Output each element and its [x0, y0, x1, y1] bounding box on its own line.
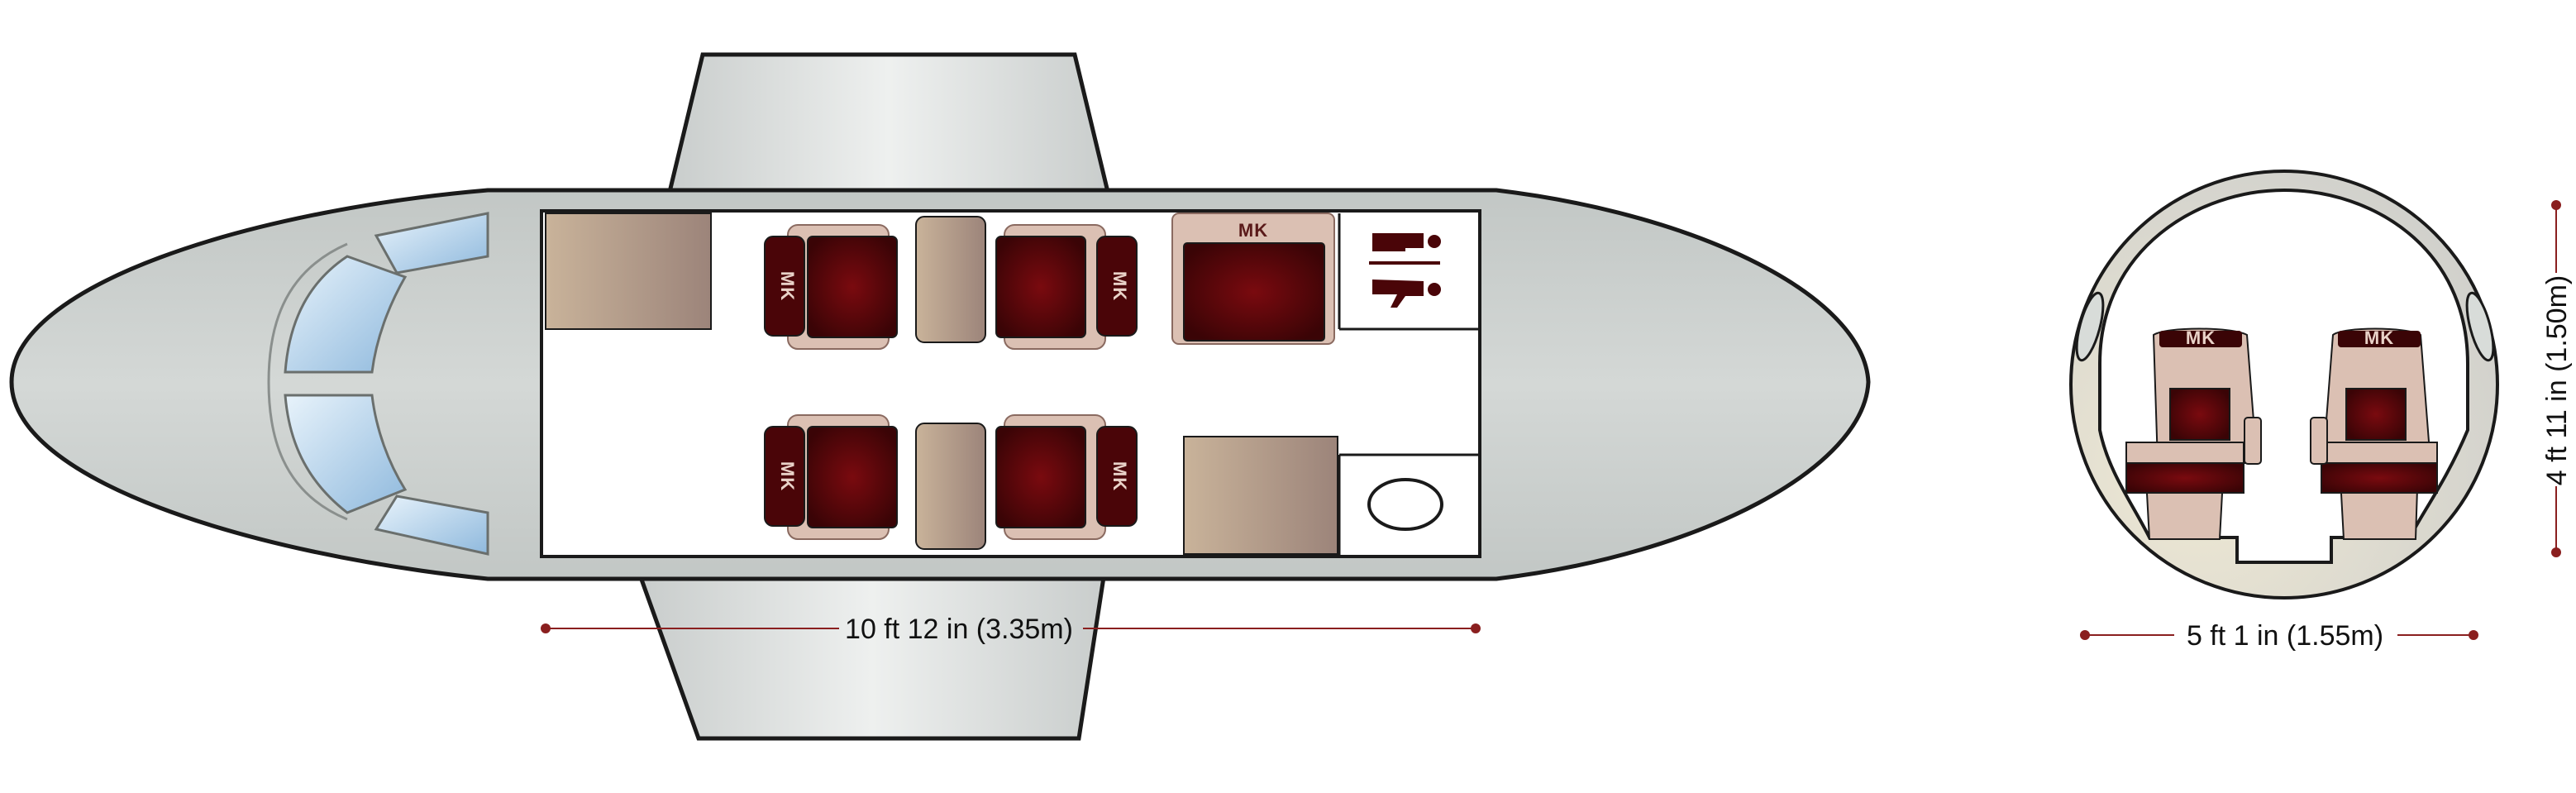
lavatory — [1338, 213, 1478, 331]
svg-text:MK: MK — [1109, 271, 1130, 301]
window-icon — [374, 494, 489, 556]
upper-wing — [666, 52, 1111, 194]
seat-icon: MK — [764, 224, 898, 350]
window-icon — [2075, 291, 2105, 362]
seat-icon: MK — [995, 224, 1138, 350]
cabin-length-dimension: 10 ft 12 in (3.35m) — [541, 614, 1481, 645]
aircraft-top-view: MK MK MK — [9, 52, 1871, 741]
cabin-length-label: 10 ft 12 in (3.35m) — [845, 614, 1073, 645]
seat-icon: MK — [995, 414, 1138, 540]
seat-icon: MK — [2310, 327, 2438, 540]
svg-text:MK: MK — [777, 271, 798, 301]
cabinet — [545, 213, 712, 330]
cabinet — [1183, 436, 1338, 555]
divan-seat-icon: MK — [1171, 213, 1335, 345]
seat-icon: MK — [764, 414, 898, 540]
window-icon — [374, 212, 489, 275]
cabin-width-label: 5 ft 1 in (1.55m) — [2187, 620, 2383, 652]
svg-text:MK: MK — [2364, 327, 2394, 348]
cabin-height-dimension: 4 ft 11 in (1.50m) — [2541, 200, 2573, 557]
table-icon — [915, 423, 986, 550]
table-icon — [915, 216, 986, 343]
svg-text:MK: MK — [1109, 461, 1130, 491]
window-icon — [2465, 291, 2495, 362]
svg-text:MK: MK — [2186, 327, 2216, 348]
cockpit-windows — [284, 212, 489, 556]
fuselage-cross-section: MK MK — [2069, 170, 2499, 600]
seat-icon: MK — [2125, 327, 2262, 540]
window-icon — [284, 255, 408, 374]
cabin-width-dimension: 5 ft 1 in (1.55m) — [2080, 620, 2478, 652]
lower-wing — [637, 575, 1106, 741]
svg-text:MK: MK — [777, 461, 798, 491]
cockpit-frame — [267, 242, 348, 521]
sink-compartment — [1338, 453, 1478, 555]
cabin-height-label: 4 ft 11 in (1.50m) — [2541, 275, 2573, 486]
window-icon — [284, 394, 408, 514]
svg-text:MK: MK — [1238, 220, 1268, 241]
lavatory-icon — [1369, 233, 1441, 308]
sink-icon — [1367, 478, 1443, 531]
